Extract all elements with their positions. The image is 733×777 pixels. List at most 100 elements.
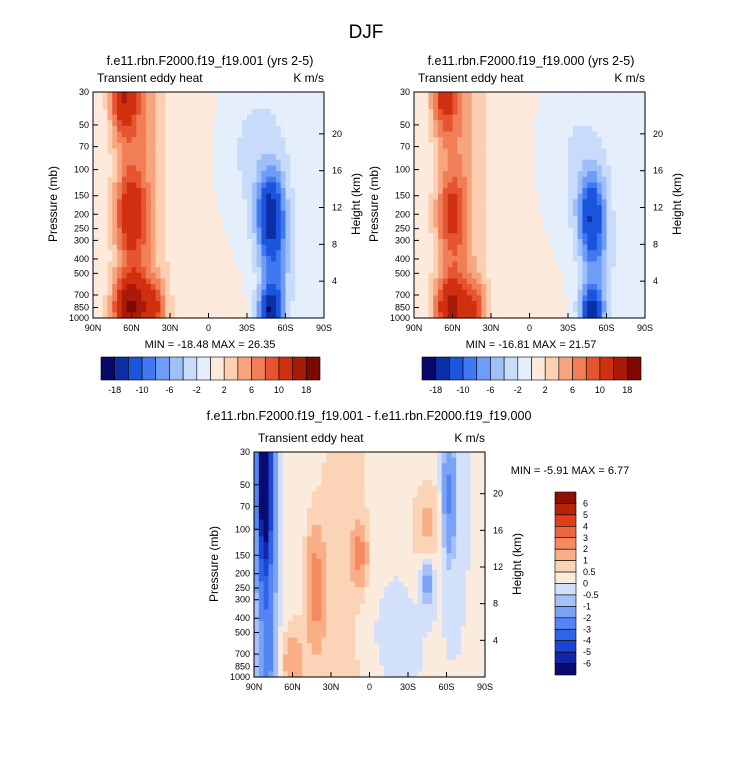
heatmap-cell	[475, 480, 480, 486]
heatmap-cell	[611, 137, 616, 143]
heatmap-cell	[398, 458, 403, 464]
heatmap-cell	[374, 559, 379, 565]
heatmap-cell	[254, 486, 259, 492]
heatmap-cell	[321, 508, 326, 514]
heatmap-cell	[281, 284, 286, 290]
heatmap-cell	[530, 239, 535, 245]
heatmap-cell	[136, 132, 141, 138]
heatmap-cell	[132, 109, 137, 115]
heatmap-cell	[582, 143, 587, 149]
heatmap-cell	[355, 531, 360, 537]
heatmap-cell	[616, 256, 621, 262]
heatmap-cell	[481, 205, 486, 211]
heatmap-cell	[199, 211, 204, 217]
heatmap-cell	[414, 188, 419, 194]
heatmap-cell	[631, 120, 636, 126]
heatmap-cell	[432, 452, 437, 458]
heatmap-cell	[471, 503, 476, 509]
heatmap-cell	[252, 171, 257, 177]
heatmap-cell	[496, 211, 501, 217]
heatmap-cell	[418, 491, 423, 497]
heatmap-cell	[419, 290, 424, 296]
heatmap-cell	[515, 182, 520, 188]
heatmap-cell	[103, 149, 108, 155]
heatmap-cell	[520, 126, 525, 132]
heatmap-cell	[486, 126, 491, 132]
heatmap-cell	[223, 301, 228, 307]
heatmap-cell	[505, 222, 510, 228]
heatmap-cell	[336, 452, 341, 458]
heatmap-cell	[626, 165, 631, 171]
heatmap-cell	[365, 508, 370, 514]
heatmap-cell	[290, 103, 295, 109]
colorbar-label: 2	[222, 385, 227, 395]
heatmap-cell	[276, 262, 281, 268]
heatmap-cell	[93, 149, 98, 155]
heatmap-cell	[597, 154, 602, 160]
heatmap-cell	[314, 160, 319, 166]
heatmap-cell	[288, 536, 293, 542]
heatmap-cell	[554, 205, 559, 211]
heatmap-cell	[389, 542, 394, 548]
heatmap-cell	[403, 486, 408, 492]
heatmap-cell	[132, 165, 137, 171]
heatmap-cell	[194, 290, 199, 296]
heatmap-cell	[247, 278, 252, 284]
heatmap-cell	[305, 262, 310, 268]
heatmap-cell	[218, 171, 223, 177]
heatmap-cell	[582, 301, 587, 307]
heatmap-cell	[578, 160, 583, 166]
heatmap-cell	[93, 278, 98, 284]
heatmap-cell	[261, 273, 266, 279]
heatmap-cell	[180, 160, 185, 166]
heatmap-cell	[223, 115, 228, 121]
y-tick-label: 400	[395, 254, 410, 264]
heatmap-cell	[228, 233, 233, 239]
heatmap-cell	[290, 143, 295, 149]
heatmap-cell	[273, 480, 278, 486]
heatmap-cell	[199, 307, 204, 313]
heatmap-cell	[448, 307, 453, 313]
heatmap-cell	[305, 98, 310, 104]
heatmap-cell	[326, 536, 331, 542]
heatmap-cell	[448, 171, 453, 177]
x-tick-label: 30N	[483, 323, 500, 333]
heatmap-cell	[453, 177, 458, 183]
heatmap-cell	[293, 486, 298, 492]
heatmap-cell	[568, 137, 573, 143]
heatmap-cell	[305, 199, 310, 205]
heatmap-cell	[539, 222, 544, 228]
heatmap-cell	[398, 452, 403, 458]
heatmap-cell	[631, 267, 636, 273]
heatmap-cell	[456, 469, 461, 475]
heatmap-cell	[486, 228, 491, 234]
heatmap-cell	[261, 267, 266, 273]
heatmap-cell	[293, 491, 298, 497]
heatmap-cell	[146, 205, 151, 211]
heatmap-cell	[457, 182, 462, 188]
y-tick-label: 700	[74, 290, 89, 300]
heatmap-cell	[247, 120, 252, 126]
heatmap-cell	[266, 165, 271, 171]
heatmap-cell	[578, 239, 583, 245]
heatmap-cell	[491, 149, 496, 155]
heatmap-cell	[587, 98, 592, 104]
heatmap-cell	[151, 165, 156, 171]
heatmap-cell	[254, 525, 259, 531]
heatmap-cell	[213, 171, 218, 177]
heatmap-cell	[602, 143, 607, 149]
heatmap-cell	[228, 149, 233, 155]
heatmap-cell	[204, 267, 209, 273]
heatmap-cell	[213, 216, 218, 222]
heatmap-cell	[218, 115, 223, 121]
heatmap-cell	[510, 267, 515, 273]
heatmap-cell	[242, 284, 247, 290]
heatmap-cell	[510, 92, 515, 98]
heatmap-cell	[146, 177, 151, 183]
heatmap-cell	[170, 273, 175, 279]
heatmap-cell	[582, 177, 587, 183]
heatmap-cell	[98, 120, 103, 126]
heatmap-cell	[525, 177, 530, 183]
heatmap-cell	[501, 216, 506, 222]
heatmap-cell	[539, 188, 544, 194]
